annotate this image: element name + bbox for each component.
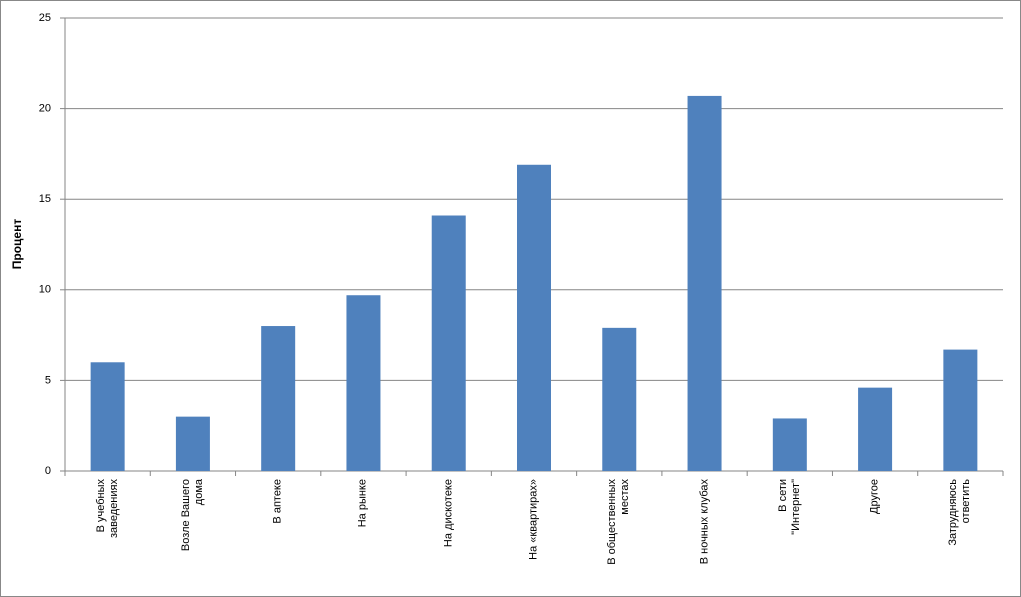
x-tick-label: Затрудняюсь ответить	[947, 479, 973, 546]
bar	[687, 95, 722, 471]
x-tick-label: В ночных клубах	[698, 479, 711, 565]
bar	[175, 416, 210, 471]
x-tick-label: В аптеке	[271, 479, 284, 524]
x-tick-label: На дискотеке	[442, 479, 455, 548]
y-tick-label: 25	[39, 12, 51, 24]
x-tick-label: На рынке	[356, 479, 369, 528]
x-tick-label: Возле Вашего дома	[179, 479, 205, 552]
x-tick-label: В учебных заведениях	[94, 479, 120, 538]
bar	[602, 327, 637, 471]
y-tick-label: 10	[39, 284, 51, 296]
bar	[261, 326, 296, 471]
bar	[858, 387, 893, 471]
x-tick-label: В общественных местах	[606, 479, 632, 565]
bar	[517, 164, 551, 471]
y-tick-label: 5	[45, 374, 51, 386]
bar	[431, 215, 466, 471]
bar	[90, 362, 125, 471]
x-tick-label: Другое	[868, 479, 881, 514]
bar	[346, 295, 381, 471]
y-tick-label: 15	[39, 193, 51, 205]
y-tick-label: 20	[39, 103, 51, 115]
bar	[943, 349, 978, 471]
y-axis-label: Процент	[10, 219, 24, 270]
x-tick-label: На «квартирах»	[527, 479, 540, 560]
x-tick-label: В сети "Интернет"	[776, 479, 802, 535]
y-tick-label: 0	[45, 465, 51, 477]
bar	[772, 418, 807, 471]
